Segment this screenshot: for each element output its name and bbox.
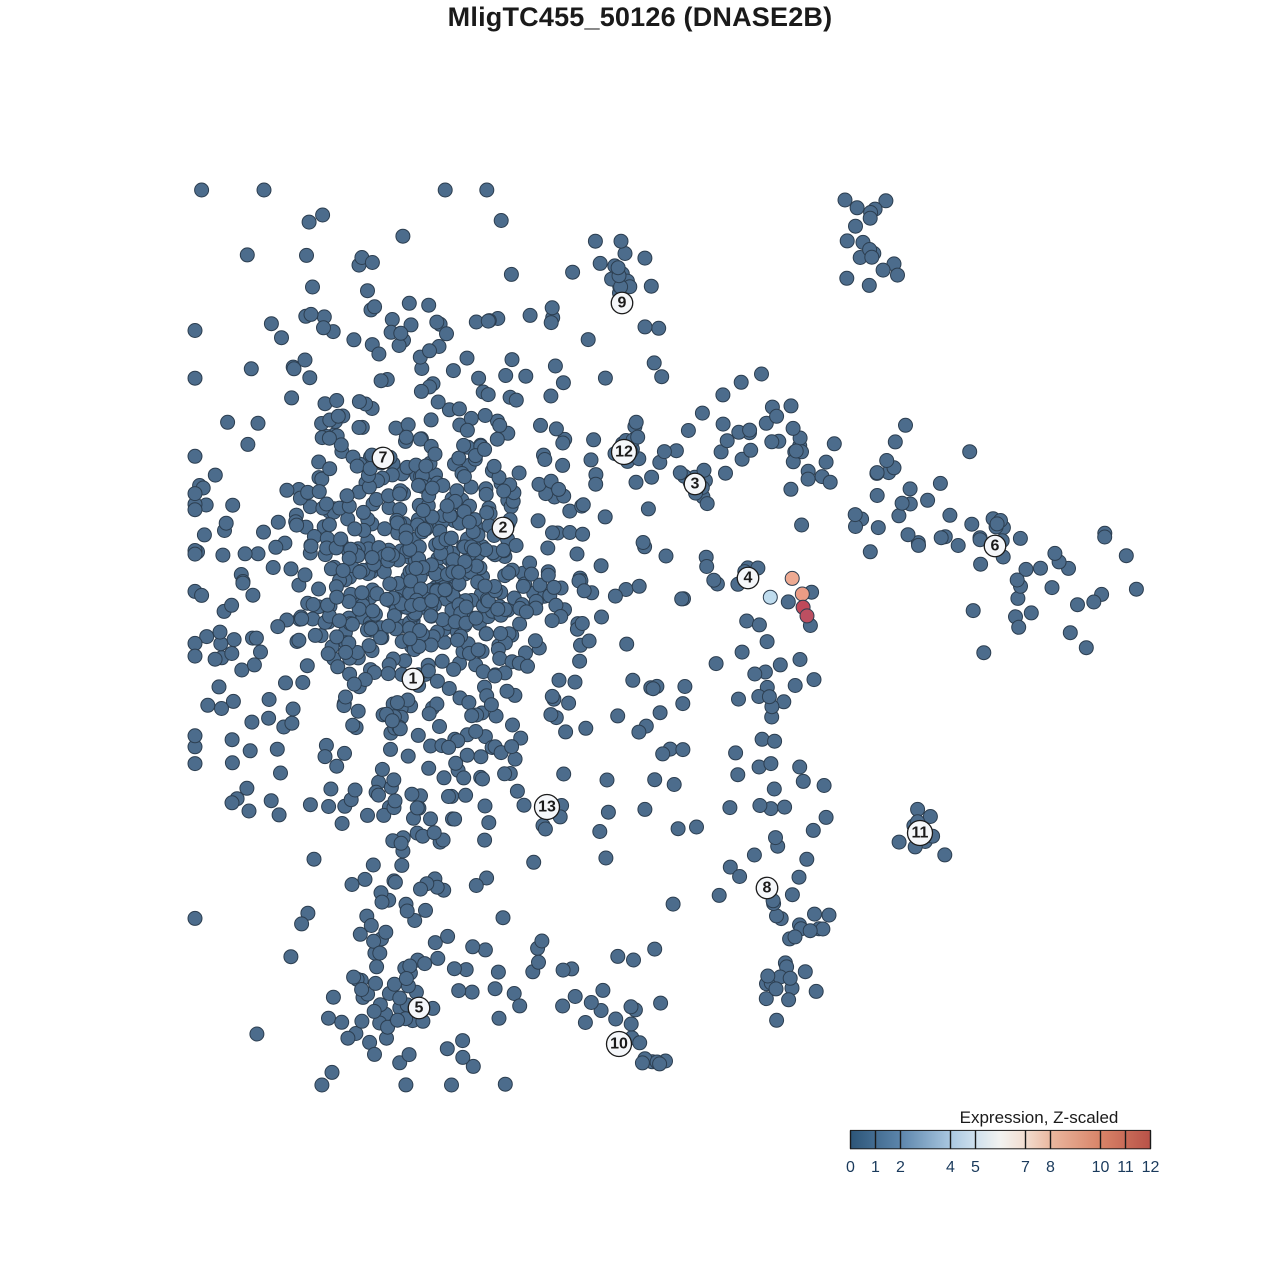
svg-text:6: 6 [991,538,1000,555]
svg-text:8: 8 [1046,1159,1055,1176]
svg-text:2: 2 [896,1159,905,1176]
svg-text:7: 7 [1021,1159,1030,1176]
svg-text:3: 3 [691,476,700,493]
svg-text:8: 8 [763,880,772,897]
svg-text:7: 7 [379,450,388,467]
svg-text:12: 12 [1142,1159,1160,1176]
svg-text:1: 1 [871,1159,880,1176]
svg-text:1: 1 [409,671,418,688]
svg-text:13: 13 [538,799,556,816]
svg-text:10: 10 [1092,1159,1110,1176]
svg-text:5: 5 [415,1000,424,1017]
svg-text:Expression, Z-scaled: Expression, Z-scaled [960,1108,1119,1127]
svg-text:12: 12 [615,444,633,461]
svg-text:11: 11 [1117,1159,1134,1176]
svg-text:4: 4 [946,1159,955,1176]
svg-text:9: 9 [618,295,627,312]
svg-text:10: 10 [610,1036,628,1053]
svg-text:0: 0 [846,1159,855,1176]
svg-text:2: 2 [499,520,508,537]
svg-text:4: 4 [744,570,753,587]
svg-text:5: 5 [971,1159,980,1176]
svg-text:11: 11 [912,825,929,842]
